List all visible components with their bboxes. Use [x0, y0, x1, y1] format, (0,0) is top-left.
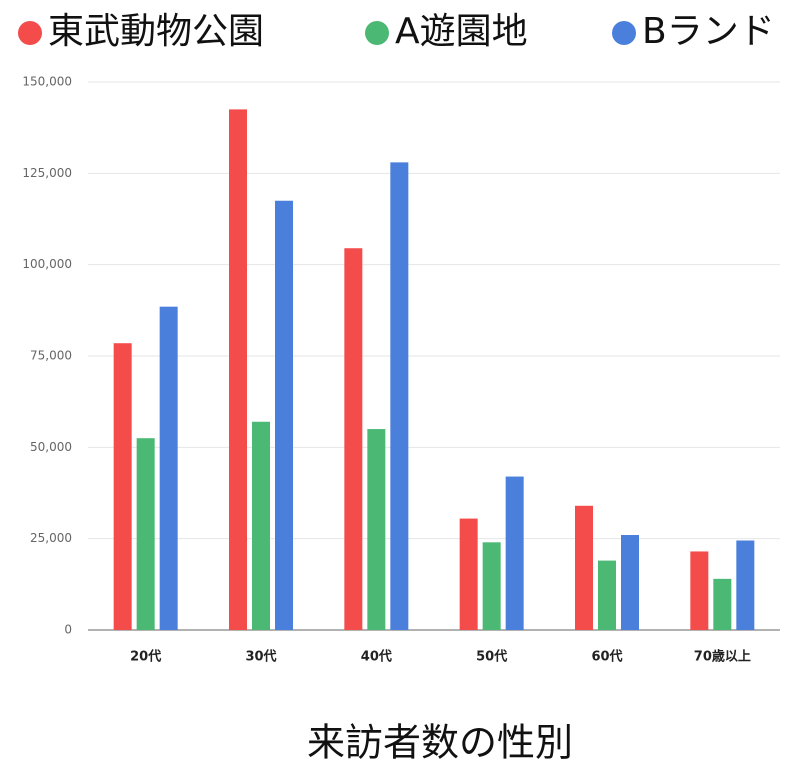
bar [505, 476, 524, 630]
bar [275, 200, 293, 630]
bar [252, 421, 270, 630]
y-tick-label: 150,000 [22, 75, 72, 89]
bar [482, 542, 501, 630]
bar [136, 438, 155, 630]
x-tick-label: 40代 [361, 649, 392, 665]
bar [159, 306, 178, 630]
y-tick-label: 125,000 [22, 166, 72, 180]
chart-title: 来訪者数の性別 [307, 721, 573, 765]
y-tick-label: 75,000 [30, 349, 72, 363]
y-tick-label: 0 [64, 623, 72, 637]
bar [390, 162, 409, 630]
bar [344, 248, 363, 630]
x-tick-label: 50代 [476, 649, 507, 665]
legend-label: Bランド [642, 11, 775, 52]
x-tick-label: 30代 [245, 649, 276, 665]
legend-label: 東武動物公園 [48, 11, 264, 52]
legend-marker [612, 21, 636, 45]
y-tick-label: 25,000 [30, 531, 72, 545]
x-tick-label: 70歳以上 [694, 649, 751, 665]
bar [598, 560, 616, 630]
bar [229, 109, 247, 630]
legend-marker [18, 21, 42, 45]
legend-marker [365, 21, 389, 45]
bar [575, 505, 593, 630]
y-tick-label: 100,000 [22, 257, 72, 271]
legend-label: A遊園地 [395, 11, 528, 52]
bar [621, 535, 639, 630]
y-tick-label: 50,000 [30, 440, 72, 454]
bar [736, 540, 755, 630]
x-tick-label: 60代 [591, 649, 622, 665]
x-tick-label: 20代 [130, 649, 161, 665]
bar [459, 518, 478, 630]
bar [713, 578, 732, 630]
bar [113, 343, 132, 630]
bar [690, 551, 709, 630]
bar [367, 429, 386, 630]
